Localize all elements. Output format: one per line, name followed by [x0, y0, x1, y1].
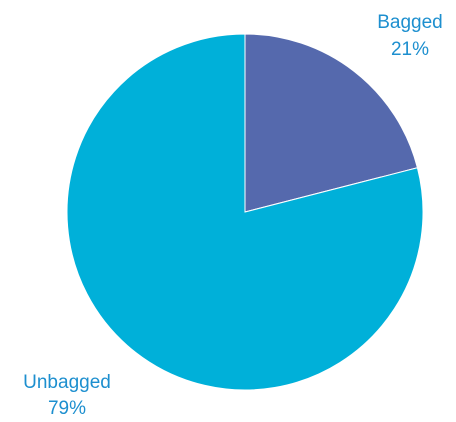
pie-slices: [66, 33, 424, 391]
slice-label-unbagged-percent: 79%: [48, 398, 86, 419]
slice-label-bagged-percent: 21%: [391, 39, 429, 60]
slice-label-bagged-name: Bagged: [377, 12, 443, 33]
pie-slice-bagged: [244, 33, 419, 213]
slice-label-unbagged-name: Unbagged: [23, 372, 111, 393]
pie-slice-unbagged: [66, 33, 424, 391]
